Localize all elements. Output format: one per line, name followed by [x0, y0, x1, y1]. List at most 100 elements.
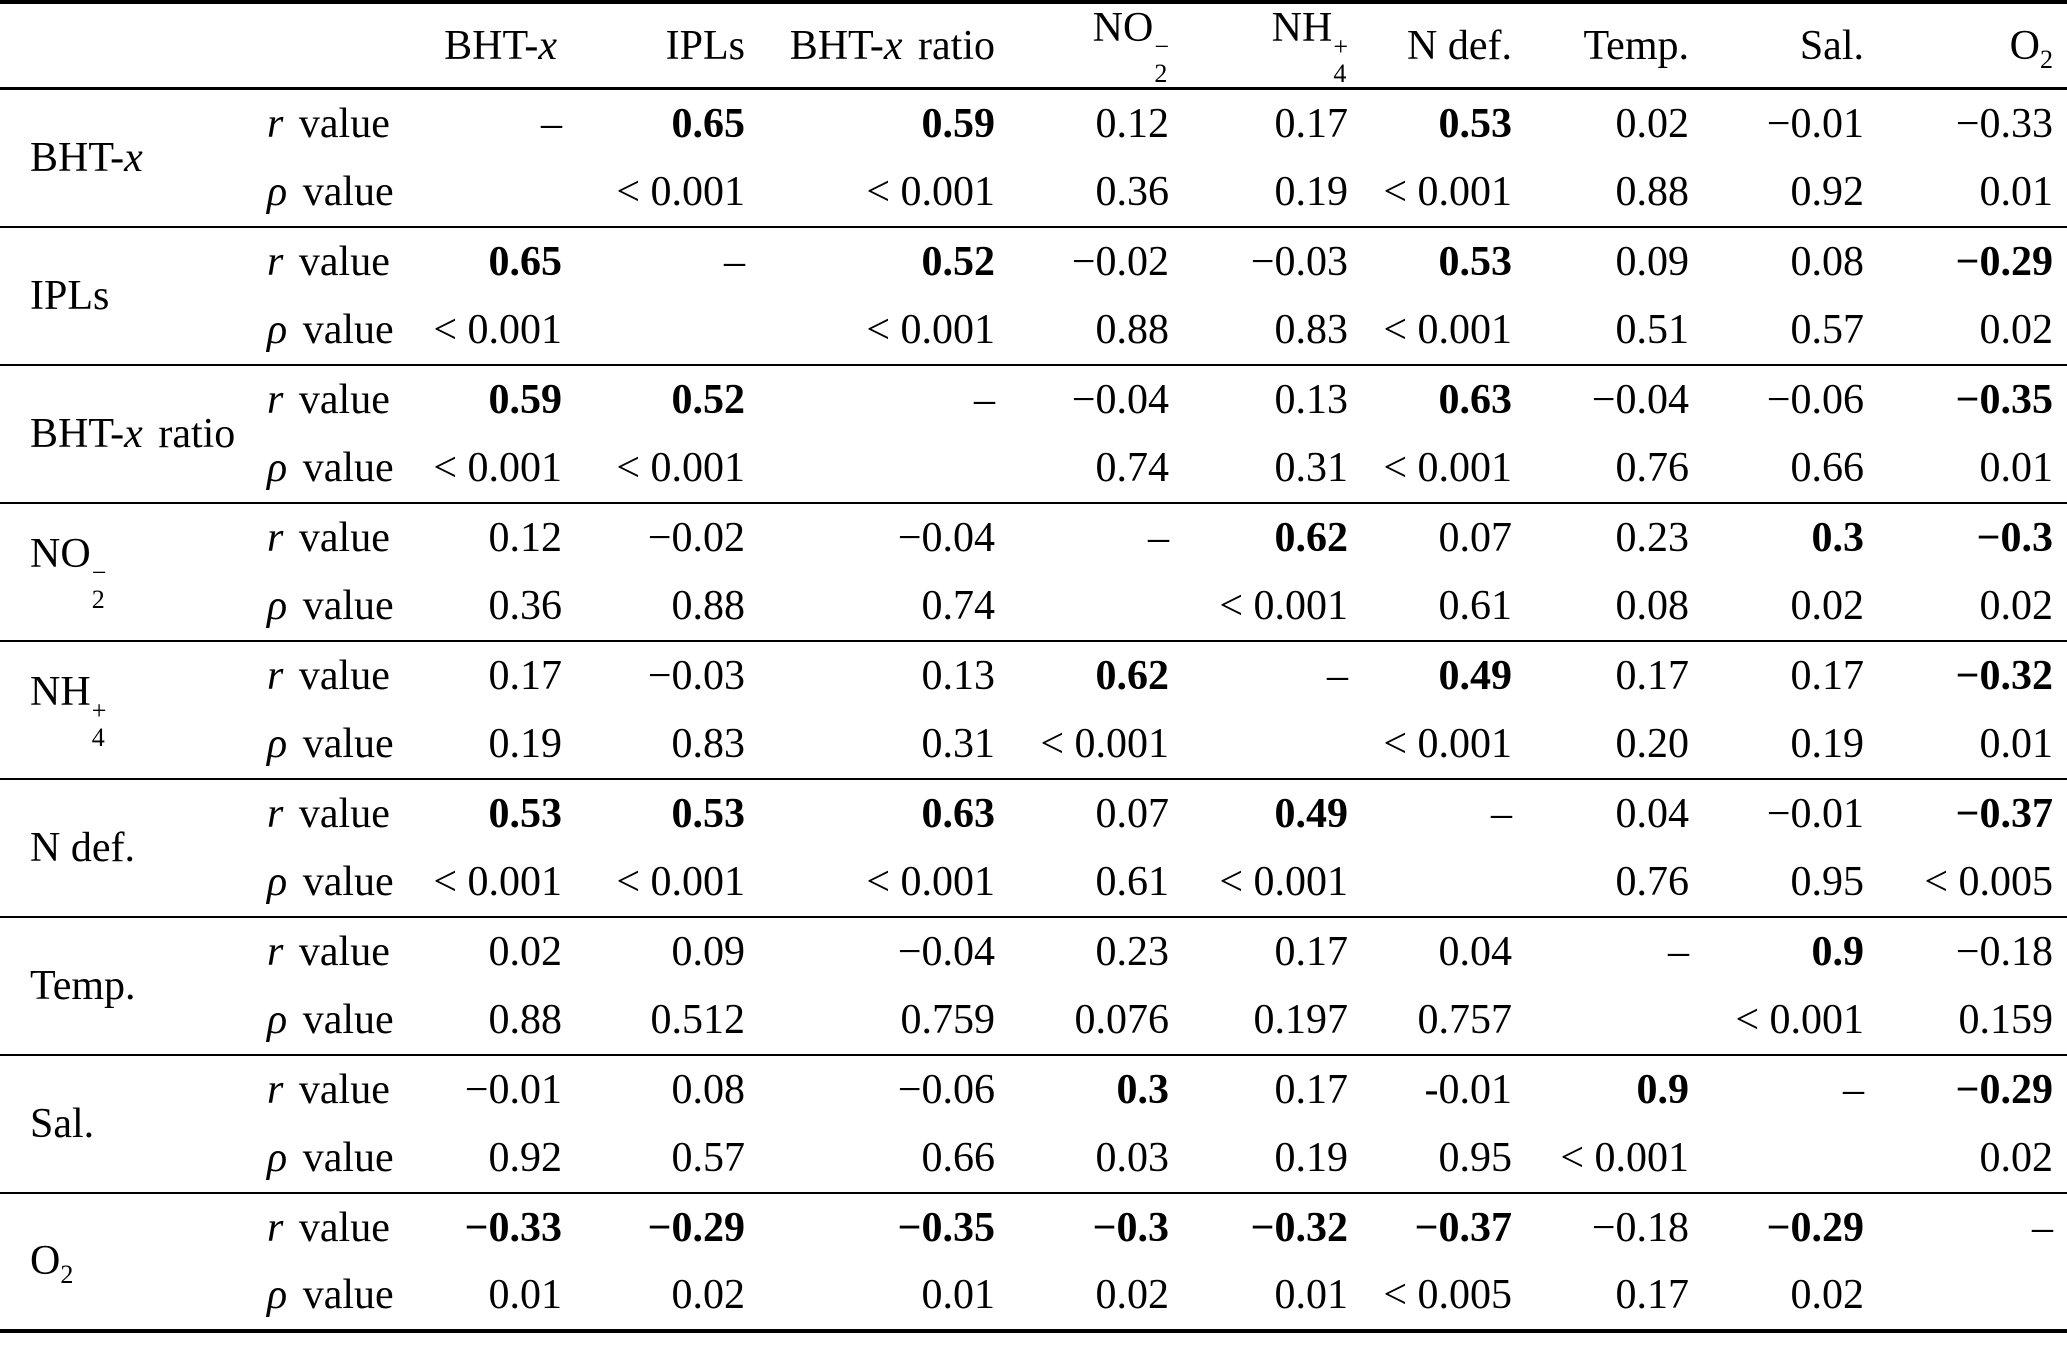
cell-r-nh4-bht-x-ratio: 0.13: [921, 652, 996, 699]
r-value-label: r value: [267, 1204, 390, 1251]
cell-rho-bht-x-ipls: < 0.001: [616, 168, 745, 215]
ion-charge-stack: −2: [1154, 31, 1169, 88]
row-group-bht-x-ratio: BHT-x ratio r value 0.59 0.52 – −0.04 0.13 0.63…: [0, 365, 2067, 503]
cell-rho-temp-bht-x-ratio: 0.759: [900, 996, 996, 1043]
row-label-sal: Sal.: [30, 1100, 95, 1147]
r-value-label: r value: [267, 790, 390, 837]
cell-rho-nh4-temp: 0.20: [1615, 720, 1690, 767]
cell-r-o2-ipls: −0.29: [647, 1204, 745, 1251]
cell-r-no2-sal: 0.3: [1811, 514, 1865, 561]
ion-charge-stack: +4: [91, 695, 107, 752]
row-group-bht-x: BHT-x r value – 0.65 0.59 0.12 0.17 0.53 0.02 −0.…: [0, 89, 2067, 227]
rho-value-label: ρ value: [267, 1272, 394, 1319]
cell-r-sal-bht-x-ratio: −0.06: [897, 1066, 995, 1113]
cell-rho-sal-bht-x: 0.92: [488, 1134, 563, 1181]
table-row-r-sal: Sal. r value −0.01 0.08 −0.06 0.3 0.17 -0.01 0.9…: [0, 1055, 2067, 1147]
table-row-rho-o2: ρ value 0.01 0.02 0.01 0.02 0.01 < 0.005 0.17 0.…: [0, 1262, 2067, 1331]
cell-r-o2-temp: −0.18: [1591, 1204, 1689, 1251]
r-value-label: r value: [267, 376, 390, 423]
table-row-rho-bht-x: ρ value < 0.001 < 0.001 0.36 0.19 < 0.001 0.88…: [0, 158, 2067, 227]
cell-r-n-def-bht-x: 0.53: [488, 790, 563, 837]
cell-r-n-def-sal: −0.01: [1766, 790, 1864, 837]
table-row-rho-bht-x-ratio: ρ value < 0.001 < 0.001 0.74 0.31 < 0.001 0.76…: [0, 434, 2067, 503]
col-header-bht-x: BHT-x: [444, 22, 557, 69]
cell-r-temp-no2: 0.23: [1095, 928, 1170, 975]
row-label-o2: O2: [30, 1238, 74, 1290]
col-header-temp: Temp.: [1583, 22, 1689, 69]
cell-rho-temp-temp: [1526, 986, 1703, 1055]
cell-r-ipls-n-def: 0.53: [1438, 238, 1513, 285]
cell-r-ipls-sal: 0.08: [1790, 238, 1865, 285]
cell-r-temp-sal: 0.9: [1811, 928, 1865, 975]
table-row-r-n-def: N def. r value 0.53 0.53 0.63 0.07 0.49 – 0.04 −0…: [0, 779, 2067, 871]
cell-rho-bht-x-no2: 0.36: [1095, 168, 1170, 215]
cell-rho-n-def-ipls: < 0.001: [616, 858, 745, 905]
r-value-label: r value: [267, 928, 390, 975]
row-group-sal: Sal. r value −0.01 0.08 −0.06 0.3 0.17 -0.01 0.9…: [0, 1055, 2067, 1193]
rho-value-label: ρ value: [267, 168, 394, 215]
table-row-r-ipls: IPLs r value 0.65 – 0.52 −0.02 −0.03 0.53 0.09 0.…: [0, 227, 2067, 319]
cell-r-bht-x-ratio-n-def: 0.63: [1438, 376, 1513, 423]
cell-r-bht-x-ratio-ipls: 0.52: [671, 376, 746, 423]
cell-rho-temp-bht-x: 0.88: [488, 996, 563, 1043]
table-row-r-o2: O2 r value −0.33 −0.29 −0.35 −0.3 −0.32 −0.37 −0…: [0, 1193, 2067, 1288]
cell-rho-o2-sal: 0.02: [1790, 1272, 1865, 1319]
cell-rho-sal-nh4: 0.19: [1274, 1134, 1349, 1181]
cell-rho-ipls-bht-x: < 0.001: [433, 306, 562, 353]
cell-r-bht-x-bht-x: –: [541, 100, 562, 147]
r-value-label: r value: [267, 238, 390, 285]
r-value-label: r value: [267, 652, 390, 699]
table-row-rho-temp: ρ value 0.88 0.512 0.759 0.076 0.197 0.757 < 0.…: [0, 986, 2067, 1055]
cell-rho-temp-ipls: 0.512: [650, 996, 746, 1043]
cell-rho-ipls-o2: 0.02: [1979, 306, 2054, 353]
cell-rho-o2-no2: 0.02: [1095, 1272, 1170, 1319]
cell-r-sal-n-def: -0.01: [1424, 1066, 1513, 1113]
table-row-rho-ipls: ρ value < 0.001 < 0.001 0.88 0.83 < 0.001 0.51…: [0, 296, 2067, 365]
cell-rho-bht-x-n-def: < 0.001: [1383, 168, 1512, 215]
cell-r-bht-x-ratio-o2: −0.35: [1955, 376, 2053, 423]
cell-r-no2-n-def: 0.07: [1438, 514, 1513, 561]
cell-r-ipls-nh4: −0.03: [1250, 238, 1348, 285]
cell-rho-o2-n-def: < 0.005: [1383, 1272, 1512, 1319]
table-row-rho-no2: ρ value 0.36 0.88 0.74 < 0.001 0.61 0.08 0.02 0.…: [0, 572, 2067, 641]
cell-r-o2-n-def: −0.37: [1414, 1204, 1512, 1251]
cell-rho-sal-temp: < 0.001: [1560, 1134, 1689, 1181]
cell-rho-no2-nh4: < 0.001: [1219, 582, 1348, 629]
cell-rho-bht-x-sal: 0.92: [1790, 168, 1865, 215]
rho-value-label: ρ value: [267, 444, 394, 491]
row-label-ipls: IPLs: [30, 272, 110, 319]
cell-rho-no2-bht-x: 0.36: [488, 582, 563, 629]
cell-rho-bht-x-bht-x-ratio: < 0.001: [866, 168, 995, 215]
cell-r-bht-x-no2: 0.12: [1095, 100, 1170, 147]
cell-r-ipls-o2: −0.29: [1955, 238, 2053, 285]
cell-rho-bht-x-ratio-sal: 0.66: [1790, 444, 1865, 491]
cell-r-temp-n-def: 0.04: [1438, 928, 1513, 975]
table-row-r-bht-x: BHT-x r value – 0.65 0.59 0.12 0.17 0.53 0.02 −0.…: [0, 89, 2067, 181]
cell-rho-bht-x-ratio-no2: 0.74: [1095, 444, 1170, 491]
r-value-label: r value: [267, 514, 390, 561]
cell-r-sal-temp: 0.9: [1636, 1066, 1690, 1113]
row-group-o2: O2 r value −0.33 −0.29 −0.35 −0.3 −0.32 −0.37 −0…: [0, 1193, 2067, 1331]
rho-value-label: ρ value: [267, 1134, 394, 1181]
rho-value-label: ρ value: [267, 582, 394, 629]
cell-r-o2-bht-x-ratio: −0.35: [897, 1204, 995, 1251]
rho-value-label: ρ value: [267, 858, 394, 905]
cell-rho-ipls-n-def: < 0.001: [1383, 306, 1512, 353]
table-row-r-no2: NO −2 r value 0.12 −0.02 −0.04 – 0.62 0.07 0.23 0.…: [0, 503, 2067, 614]
cell-r-nh4-sal: 0.17: [1790, 652, 1865, 699]
cell-rho-n-def-bht-x-ratio: < 0.001: [866, 858, 995, 905]
cell-r-n-def-n-def: –: [1491, 790, 1512, 837]
cell-rho-nh4-ipls: 0.83: [671, 720, 746, 767]
cell-rho-o2-nh4: 0.01: [1274, 1272, 1349, 1319]
cell-r-bht-x-ratio-nh4: 0.13: [1274, 376, 1349, 423]
table-row-rho-n-def: ρ value < 0.001 < 0.001 < 0.001 0.61 < 0.001 0…: [0, 848, 2067, 917]
row-group-n-def: N def. r value 0.53 0.53 0.63 0.07 0.49 – 0.04 −0…: [0, 779, 2067, 917]
rho-value-label: ρ value: [267, 996, 394, 1043]
cell-rho-bht-x-ratio-temp: 0.76: [1615, 444, 1690, 491]
cell-r-nh4-n-def: 0.49: [1438, 652, 1513, 699]
row-group-nh4: NH +4 r value 0.17 −0.03 0.13 0.62 – 0.49 0.17 0.1…: [0, 641, 2067, 779]
cell-rho-o2-bht-x: 0.01: [488, 1272, 563, 1319]
cell-r-nh4-o2: −0.32: [1955, 652, 2053, 699]
header-row: BHT-x IPLs BHT-x ratio NO −2 NH +4 N def. Temp. S…: [0, 2, 2067, 89]
cell-rho-n-def-temp: 0.76: [1615, 858, 1690, 905]
